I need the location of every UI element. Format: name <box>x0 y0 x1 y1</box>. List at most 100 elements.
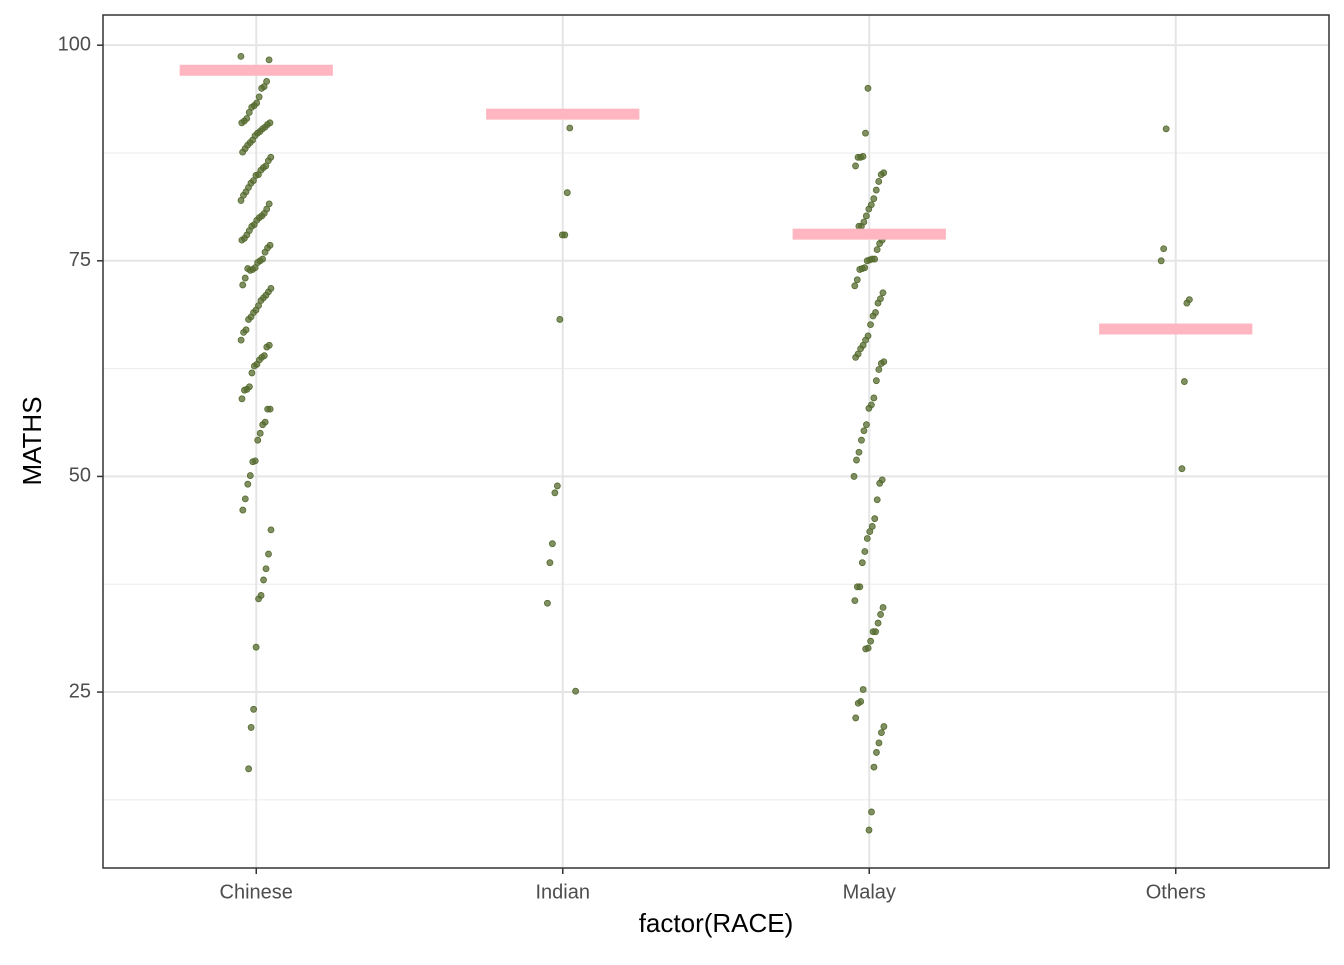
point <box>854 699 862 707</box>
point <box>239 281 247 289</box>
point <box>872 377 880 385</box>
y-tick-label: 75 <box>69 249 91 271</box>
point <box>865 826 873 834</box>
point <box>870 763 878 771</box>
point <box>865 404 873 412</box>
point <box>861 548 869 555</box>
point <box>867 321 874 329</box>
point <box>1157 257 1165 265</box>
point <box>563 189 571 197</box>
point <box>239 506 247 514</box>
point <box>238 395 246 403</box>
point <box>261 248 269 256</box>
point <box>244 265 252 272</box>
point <box>876 240 884 247</box>
point <box>250 705 258 713</box>
point <box>873 246 881 253</box>
point <box>863 535 871 542</box>
point <box>869 312 877 320</box>
point <box>858 436 865 444</box>
point <box>548 540 556 548</box>
point <box>250 362 258 370</box>
point <box>237 336 245 344</box>
point <box>558 231 566 239</box>
point <box>1180 378 1188 385</box>
point <box>245 316 252 323</box>
x-tick-label: Others <box>1146 881 1206 903</box>
point <box>241 386 248 394</box>
point <box>255 93 263 101</box>
point <box>239 148 247 156</box>
point <box>1160 245 1168 253</box>
point <box>850 473 858 480</box>
point <box>873 496 881 504</box>
point <box>240 328 247 336</box>
point <box>880 723 888 730</box>
point <box>241 274 249 282</box>
point <box>863 257 871 265</box>
point <box>546 559 554 567</box>
point <box>874 299 882 307</box>
point <box>858 559 866 567</box>
point <box>877 360 885 367</box>
point <box>853 276 861 284</box>
point <box>862 212 870 220</box>
x-tick-label: Indian <box>536 881 591 903</box>
point <box>867 637 875 645</box>
point <box>875 366 883 373</box>
point <box>862 129 869 137</box>
point <box>856 266 864 273</box>
point <box>254 436 262 444</box>
point <box>851 597 859 605</box>
point <box>878 729 885 736</box>
point <box>860 427 868 435</box>
point <box>1178 465 1186 473</box>
point <box>260 576 267 584</box>
point <box>566 124 574 132</box>
point <box>255 595 262 603</box>
point <box>863 421 870 429</box>
x-tick-label: Chinese <box>220 881 293 903</box>
point <box>855 222 863 230</box>
point <box>855 448 863 456</box>
y-tick-label: 100 <box>58 33 91 55</box>
point <box>876 479 884 487</box>
point <box>879 604 887 611</box>
point <box>249 458 257 466</box>
point <box>265 56 273 64</box>
point <box>241 495 249 503</box>
point <box>264 405 272 413</box>
y-tick-label: 25 <box>69 680 91 702</box>
point <box>875 739 883 747</box>
point <box>870 195 878 203</box>
point <box>238 236 246 244</box>
y-tick-label: 50 <box>69 465 91 487</box>
point <box>873 749 880 756</box>
point <box>852 714 860 722</box>
point <box>263 343 271 351</box>
x-tick-label: Malay <box>843 881 896 903</box>
point <box>868 808 875 816</box>
point <box>252 643 260 651</box>
point <box>851 282 859 290</box>
point <box>879 289 887 297</box>
point <box>853 456 860 464</box>
point <box>859 686 867 693</box>
plot-border <box>102 14 1330 869</box>
point <box>237 52 245 60</box>
point <box>877 611 884 618</box>
point <box>870 394 878 402</box>
point <box>244 480 252 488</box>
point <box>259 421 267 429</box>
point <box>854 153 862 161</box>
point <box>248 369 256 377</box>
plot-bg <box>103 15 1329 868</box>
point <box>877 171 885 178</box>
point <box>246 472 254 479</box>
point <box>866 528 874 536</box>
point <box>862 645 870 653</box>
point <box>258 84 266 92</box>
point <box>247 724 255 731</box>
point <box>871 515 879 523</box>
